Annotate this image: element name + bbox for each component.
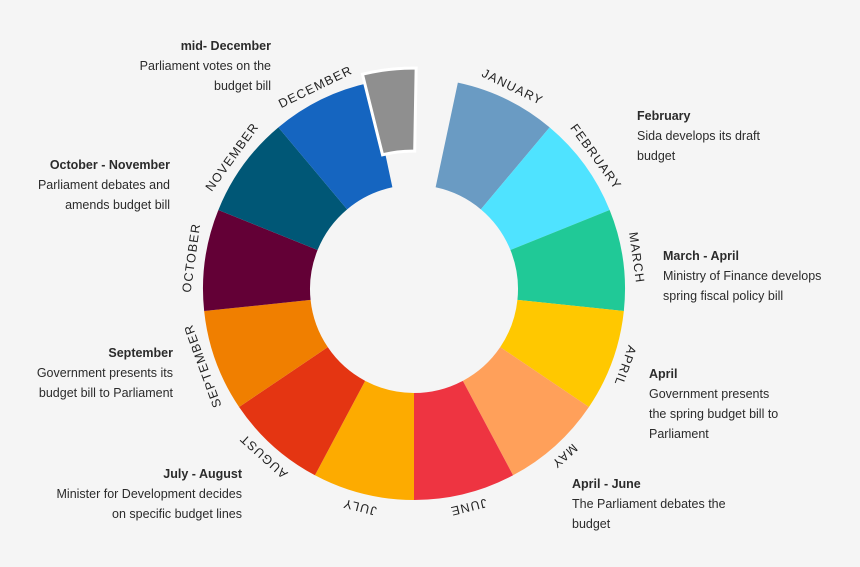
annotation-text: Minister for Development decides on spec… bbox=[56, 487, 243, 521]
segment-august bbox=[239, 347, 366, 476]
month-label-june: JUNE bbox=[448, 496, 488, 519]
annotation-text: Parliament votes on the budget bill bbox=[139, 59, 271, 93]
annotation-mid-december: mid- December Parliament votes on the bu… bbox=[31, 36, 271, 96]
segment-january bbox=[435, 82, 550, 210]
segment-july bbox=[314, 380, 414, 500]
segment-march bbox=[510, 209, 625, 312]
month-label-october: OCTOBER bbox=[180, 222, 204, 293]
annotation-text: Government presents the spring budget bi… bbox=[649, 387, 779, 441]
segment-june bbox=[414, 380, 514, 500]
segment-february bbox=[480, 127, 610, 251]
annotation-heading: April - June bbox=[572, 477, 641, 491]
annotation-march-april: March - April Ministry of Finance develo… bbox=[663, 246, 853, 306]
annotation-heading: July - August bbox=[163, 467, 242, 481]
annotation-text: Government presents its budget bill to P… bbox=[36, 366, 173, 400]
annotation-july-august: July - August Minister for Development d… bbox=[2, 464, 243, 524]
annotation-text: Parliament debates and amends budget bil… bbox=[37, 178, 170, 212]
annotation-october-november: October - November Parliament debates an… bbox=[0, 155, 170, 215]
segment-november bbox=[218, 127, 348, 251]
annotation-february: February Sida develops its draft budget bbox=[637, 106, 837, 166]
annotation-heading: April bbox=[649, 367, 678, 381]
annotation-heading: February bbox=[637, 109, 691, 123]
annotation-text: The Parliament debates the budget bbox=[572, 497, 726, 531]
annotation-heading: March - April bbox=[663, 249, 739, 263]
segment-december bbox=[278, 82, 393, 210]
annotation-heading: mid- December bbox=[180, 39, 271, 53]
segment-budget-vote bbox=[360, 66, 418, 157]
month-segments bbox=[203, 66, 625, 500]
month-label-march: MARCH bbox=[626, 231, 647, 284]
annotation-text: Ministry of Finance develops spring fisc… bbox=[663, 269, 822, 303]
segment-april bbox=[500, 299, 624, 407]
segment-october bbox=[203, 209, 318, 312]
annotation-text: Sida develops its draft budget bbox=[637, 129, 760, 163]
annotation-september: September Government presents its budget… bbox=[0, 343, 173, 403]
annotation-april: April Government presents the spring bud… bbox=[649, 364, 839, 444]
segment-may bbox=[462, 347, 589, 476]
annotation-april-june: April - June The Parliament debates the … bbox=[572, 474, 772, 534]
annotation-heading: September bbox=[108, 346, 173, 360]
annotation-heading: October - November bbox=[49, 158, 170, 172]
month-label-july: JULY bbox=[341, 496, 378, 518]
segment-september bbox=[204, 299, 328, 407]
